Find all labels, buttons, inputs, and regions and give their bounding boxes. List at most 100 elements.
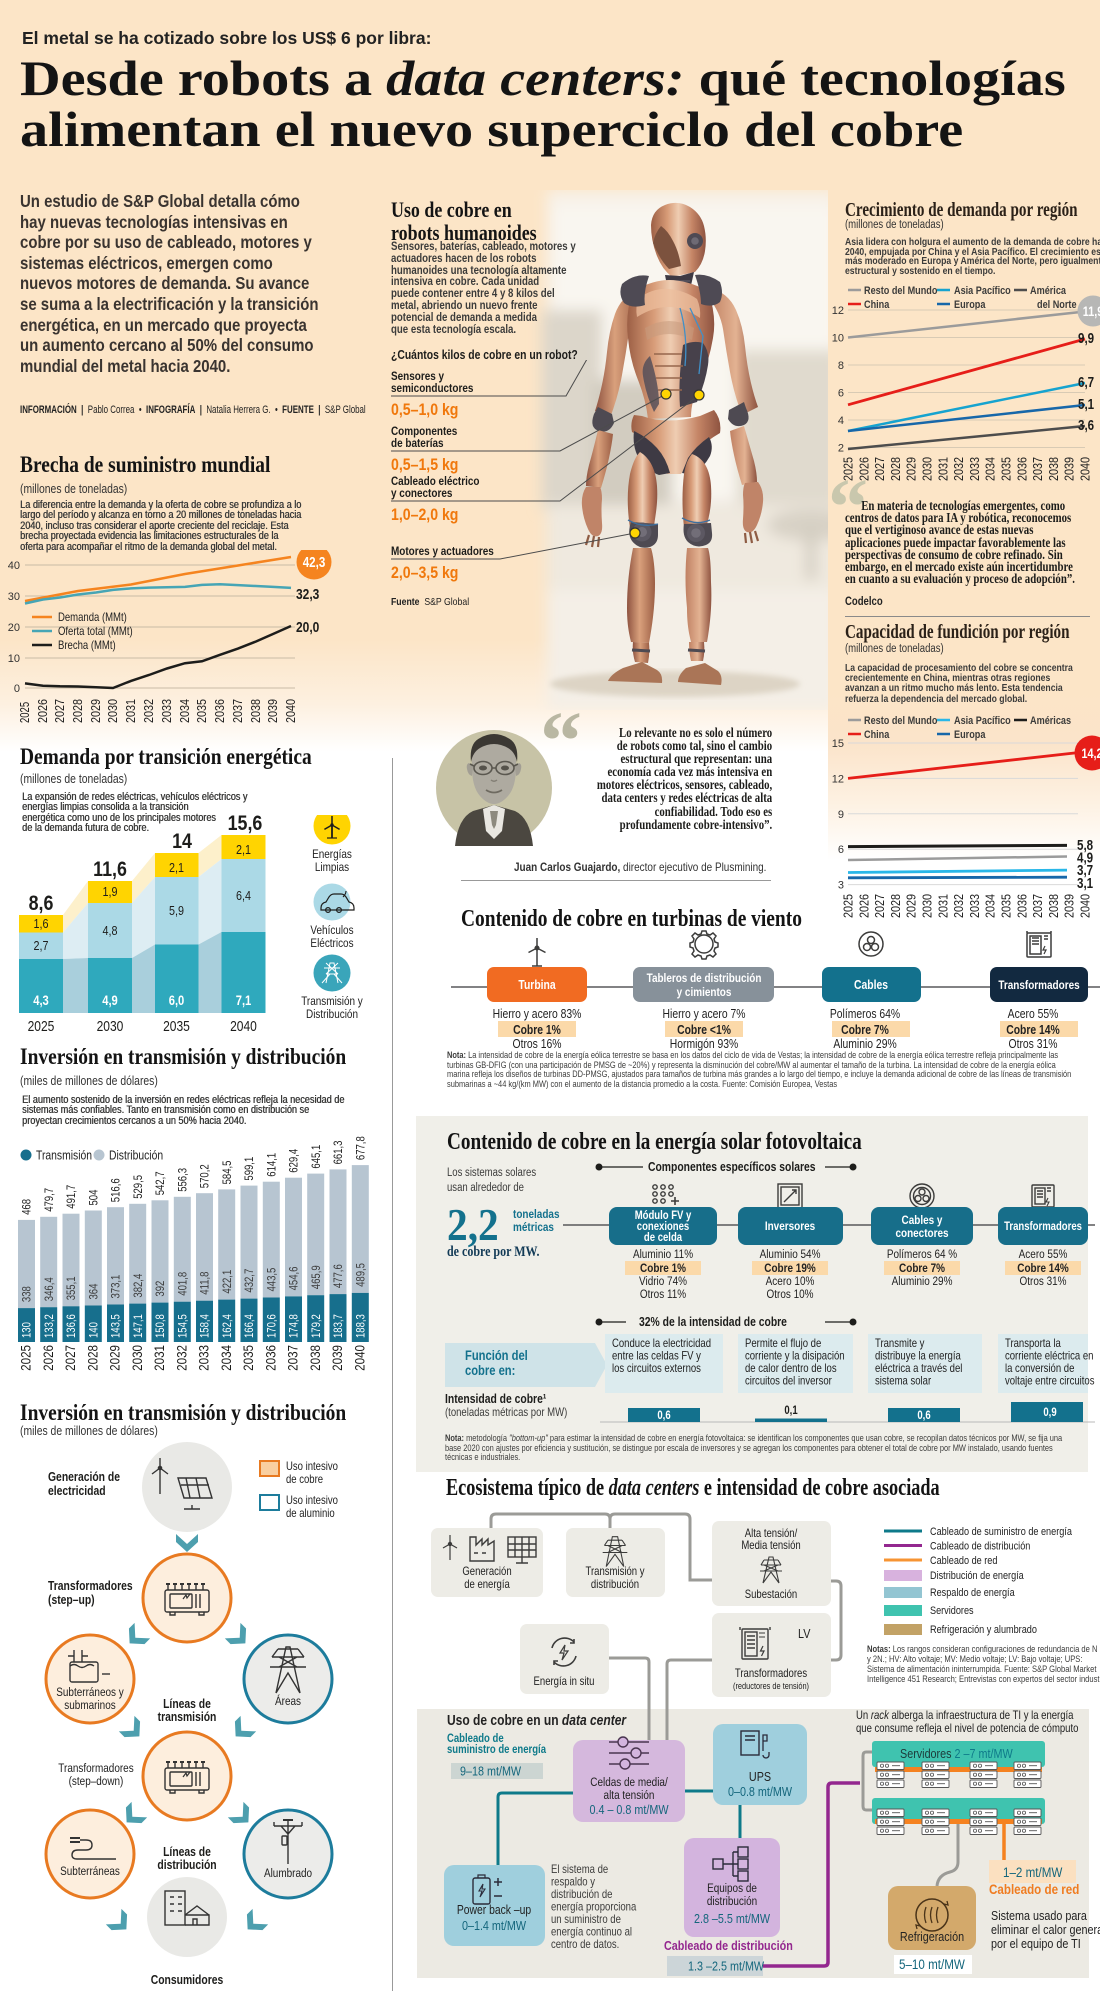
svg-text:Servidores: Servidores [930, 1605, 974, 1617]
svg-text:529,5: 529,5 [132, 1175, 145, 1199]
svg-text:2028: 2028 [888, 894, 903, 918]
svg-text:8: 8 [838, 360, 844, 372]
svg-text:distribución: distribución [157, 1859, 216, 1872]
svg-text:2034: 2034 [983, 894, 998, 918]
svg-text:Servidores 2 –7 mt/MW: Servidores 2 –7 mt/MW [900, 1746, 1013, 1761]
svg-text:2025: 2025 [28, 1018, 55, 1034]
svg-text:6,0: 6,0 [169, 993, 185, 1008]
svg-text:Hierro y acero 7%: Hierro y acero 7% [663, 1008, 746, 1021]
svg-text:2031: 2031 [151, 1345, 167, 1371]
svg-text:Brecha (MMt): Brecha (MMt) [58, 639, 116, 652]
svg-text:0–1.4 mt/MW: 0–1.4 mt/MW [462, 1918, 527, 1933]
svg-text:2040: 2040 [1078, 894, 1093, 918]
svg-text:12: 12 [832, 305, 844, 317]
svg-text:2034: 2034 [218, 1345, 234, 1371]
svg-text:distribución de: distribución de [551, 1888, 613, 1901]
svg-text:2040: 2040 [1078, 457, 1093, 481]
svg-text:Cableado de distribución: Cableado de distribución [930, 1541, 1030, 1553]
svg-text:Transformadores: Transformadores [48, 1580, 133, 1593]
svg-text:0,6: 0,6 [917, 1409, 930, 1422]
svg-text:alta tensión: alta tensión [604, 1789, 655, 1802]
svg-text:645,1: 645,1 [310, 1145, 323, 1169]
svg-text:Limpias: Limpias [315, 861, 350, 874]
svg-text:4,8: 4,8 [102, 923, 117, 938]
svg-text:3: 3 [838, 880, 844, 892]
svg-text:Líneas de: Líneas de [163, 1698, 211, 1711]
svg-text:Intensidad de cobre¹: Intensidad de cobre¹ [445, 1393, 546, 1406]
svg-text:2038: 2038 [1046, 894, 1061, 918]
svg-text:2030: 2030 [920, 457, 935, 481]
svg-text:30: 30 [8, 591, 20, 603]
svg-text:Equipos de: Equipos de [707, 1882, 757, 1895]
svg-text:2039: 2039 [1062, 457, 1077, 481]
svg-text:479,7: 479,7 [43, 1188, 56, 1212]
svg-text:2035: 2035 [194, 699, 209, 723]
svg-text:Cobre 7%: Cobre 7% [841, 1024, 889, 1037]
svg-text:2028: 2028 [70, 699, 85, 723]
svg-text:Componentes: Componentes [391, 425, 457, 438]
svg-text:Uso intesivo: Uso intesivo [286, 1494, 338, 1507]
svg-text:3,7: 3,7 [1077, 862, 1093, 879]
svg-text:2037: 2037 [285, 1345, 301, 1371]
svg-text:2029: 2029 [904, 894, 919, 918]
svg-text:2033: 2033 [967, 457, 982, 481]
svg-text:355,1: 355,1 [65, 1276, 78, 1300]
svg-text:Cableado de suministro de ener: Cableado de suministro de energía [930, 1526, 1072, 1538]
svg-text:Vidrio 74%: Vidrio 74% [639, 1275, 687, 1288]
svg-text:2033: 2033 [159, 699, 174, 723]
svg-text:454,6: 454,6 [288, 1266, 301, 1290]
svg-text:conexiones: conexiones [637, 1220, 690, 1233]
svg-text:Componentes específicos solare: Componentes específicos solares [648, 1161, 816, 1174]
svg-text:8,6: 8,6 [29, 892, 54, 916]
svg-text:Áreas: Áreas [275, 1694, 301, 1708]
svg-text:Cobre 7%: Cobre 7% [899, 1262, 945, 1275]
svg-text:11,9: 11,9 [1083, 304, 1100, 319]
svg-text:489,5: 489,5 [355, 1263, 368, 1287]
svg-text:corriente y la disipación: corriente y la disipación [745, 1350, 845, 1363]
svg-text:Líneas de: Líneas de [163, 1846, 211, 1859]
svg-text:2026: 2026 [856, 894, 871, 918]
svg-text:Otros 31%: Otros 31% [1019, 1275, 1066, 1288]
svg-text:2,0–3,5 kg: 2,0–3,5 kg [391, 564, 458, 582]
svg-text:Cobre <1%: Cobre <1% [677, 1024, 731, 1037]
svg-text:2027: 2027 [62, 1345, 78, 1371]
svg-text:Refrigeración y alumbrado: Refrigeración y alumbrado [930, 1624, 1037, 1636]
svg-text:electricidad: electricidad [48, 1485, 106, 1498]
svg-text:y cimientos: y cimientos [677, 986, 732, 999]
svg-text:2035: 2035 [999, 894, 1014, 918]
svg-text:11,6: 11,6 [93, 858, 127, 882]
svg-text:0,5–1,0 kg: 0,5–1,0 kg [391, 401, 458, 419]
svg-text:Módulo FV y: Módulo FV y [635, 1209, 692, 1222]
svg-text:Cobre 1%: Cobre 1% [513, 1024, 561, 1037]
svg-text:Respaldo de energía: Respaldo de energía [930, 1587, 1015, 1599]
svg-text:Distribución de energía: Distribución de energía [930, 1570, 1024, 1582]
svg-text:2038: 2038 [248, 699, 263, 723]
svg-text:conectores: conectores [895, 1227, 948, 1240]
svg-text:147,1: 147,1 [132, 1314, 145, 1338]
svg-text:Inversores: Inversores [765, 1220, 815, 1233]
svg-text:(reductores de tensión): (reductores de tensión) [733, 1680, 809, 1691]
svg-text:suministro de energía: suministro de energía [447, 1743, 546, 1756]
svg-text:15: 15 [832, 738, 844, 750]
svg-text:2033: 2033 [196, 1345, 212, 1371]
svg-text:2037: 2037 [230, 699, 245, 723]
svg-text:6: 6 [838, 388, 844, 400]
svg-text:2026: 2026 [856, 457, 871, 481]
svg-text:6,4: 6,4 [236, 888, 251, 903]
svg-text:Otros 31%: Otros 31% [1009, 1038, 1058, 1051]
svg-text:150,8: 150,8 [154, 1314, 167, 1338]
svg-text:2036: 2036 [1014, 457, 1029, 481]
svg-text:Cableado eléctrico: Cableado eléctrico [391, 475, 480, 488]
svg-text:distribuye la energía: distribuye la energía [875, 1350, 961, 1363]
svg-text:entre las celdas FV y: entre las celdas FV y [612, 1350, 702, 1363]
svg-text:2029: 2029 [904, 457, 919, 481]
svg-text:5,9: 5,9 [169, 903, 184, 918]
svg-text:LV: LV [798, 1626, 810, 1641]
svg-text:Alta tensión/: Alta tensión/ [745, 1527, 797, 1540]
svg-text:Hierro y acero 83%: Hierro y acero 83% [493, 1008, 582, 1021]
svg-text:1–2 mt/MW: 1–2 mt/MW [1003, 1864, 1063, 1880]
svg-text:382,4: 382,4 [132, 1274, 145, 1298]
svg-text:2040: 2040 [230, 1018, 257, 1034]
svg-text:401,8: 401,8 [177, 1272, 190, 1296]
svg-text:2032: 2032 [141, 699, 156, 723]
